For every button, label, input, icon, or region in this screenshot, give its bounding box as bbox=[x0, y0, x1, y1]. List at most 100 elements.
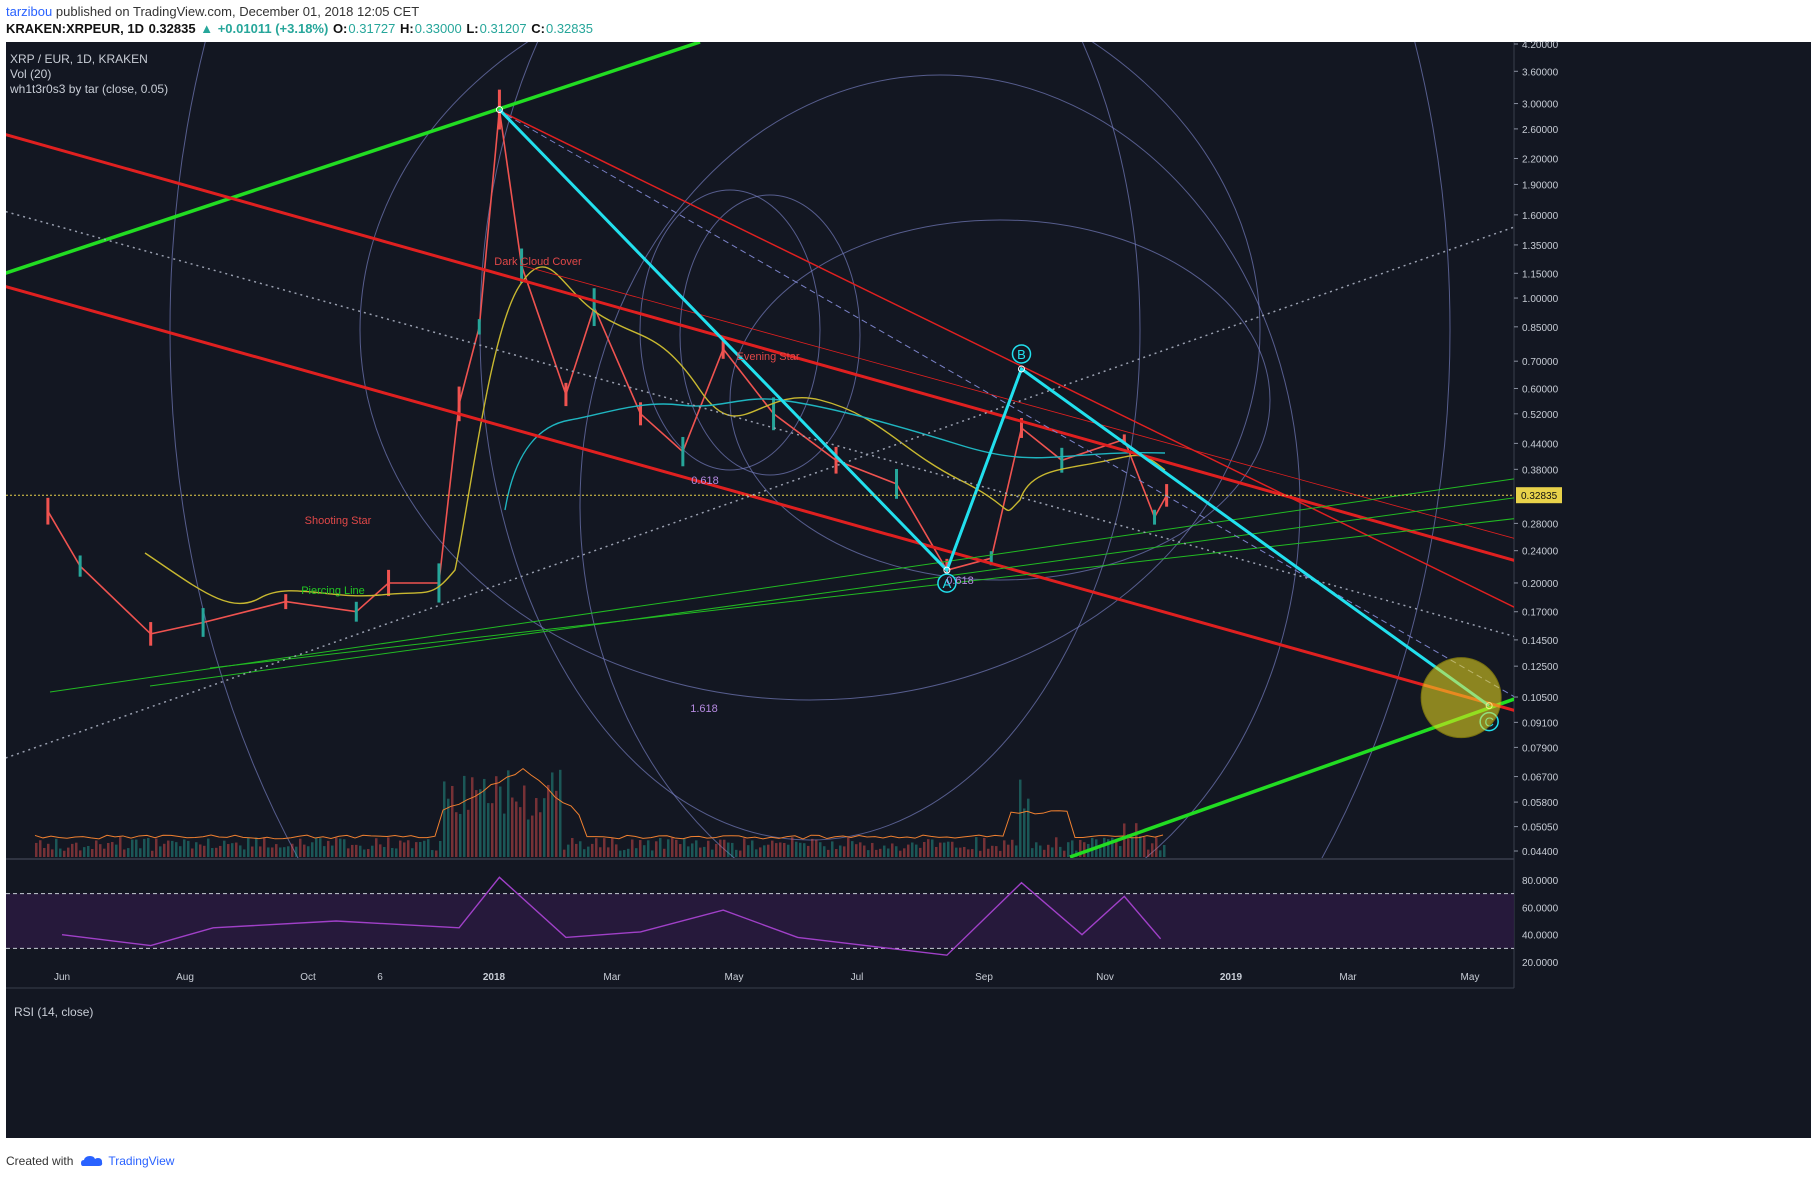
volume-bar bbox=[927, 839, 930, 857]
green-upper-trendline bbox=[6, 42, 701, 275]
volume-bar bbox=[407, 840, 410, 857]
price-axis-tick: 0.17000 bbox=[1522, 608, 1559, 619]
volume-bar bbox=[979, 850, 982, 857]
open-label: O: bbox=[332, 21, 348, 36]
teal-moving-average bbox=[504, 398, 1166, 511]
volume-bar bbox=[555, 790, 558, 857]
volume-bar bbox=[599, 847, 602, 857]
price-axis-tick: 2.20000 bbox=[1522, 154, 1559, 165]
volume-bar bbox=[827, 849, 830, 857]
volume-bar bbox=[39, 840, 42, 857]
volume-bar bbox=[311, 842, 314, 857]
volume-bar bbox=[887, 848, 890, 857]
volume-bar bbox=[179, 846, 182, 857]
volume-bar bbox=[947, 841, 950, 857]
volume-bar bbox=[367, 849, 370, 857]
volume-bar bbox=[687, 846, 690, 857]
volume-bar bbox=[507, 770, 510, 857]
volume-bar bbox=[63, 850, 66, 857]
volume-bar bbox=[1051, 847, 1054, 857]
fib-circle bbox=[639, 189, 821, 471]
volume-bar bbox=[1079, 839, 1082, 857]
volume-bar bbox=[711, 849, 714, 857]
price-axis-tick: 0.20000 bbox=[1522, 579, 1559, 590]
volume-bar bbox=[919, 847, 922, 857]
volume-bar bbox=[95, 840, 98, 857]
volume-bar bbox=[123, 849, 126, 857]
volume-bar bbox=[931, 839, 934, 857]
volume-bar bbox=[583, 849, 586, 857]
time-axis-tick: Jun bbox=[54, 972, 70, 983]
volume-bar bbox=[791, 837, 794, 857]
tradingview-link[interactable]: TradingView bbox=[81, 1154, 174, 1168]
volume-bar bbox=[431, 850, 434, 857]
volume-bar bbox=[399, 840, 402, 857]
volume-bar bbox=[491, 803, 494, 857]
volume-bar bbox=[395, 848, 398, 857]
legend-indicator: wh1t3r0s3 by tar (close, 0.05) bbox=[10, 82, 169, 96]
low-value: 0.31207 bbox=[479, 21, 527, 36]
volume-bar bbox=[1063, 850, 1066, 857]
volume-bar bbox=[503, 813, 506, 857]
volume-bar bbox=[415, 842, 418, 857]
volume-bar bbox=[839, 845, 842, 857]
volume-bar bbox=[411, 848, 414, 857]
yellow-moving-average bbox=[144, 266, 1166, 605]
volume-bar bbox=[171, 840, 174, 857]
volume-bar bbox=[647, 840, 650, 857]
volume-bar bbox=[771, 840, 774, 857]
red-trendline-thin bbox=[497, 109, 1514, 608]
volume-bar bbox=[151, 850, 154, 857]
volume-bar bbox=[967, 849, 970, 857]
volume-bar bbox=[731, 842, 734, 857]
price-axis-tick: 0.60000 bbox=[1522, 384, 1559, 395]
volume-bar bbox=[1047, 844, 1050, 857]
volume-bar bbox=[163, 843, 166, 857]
volume-bar bbox=[231, 843, 234, 857]
volume-bar bbox=[319, 838, 322, 857]
close-label: C: bbox=[531, 21, 545, 36]
volume-bar bbox=[251, 846, 254, 857]
volume-bar bbox=[99, 844, 102, 857]
volume-bar bbox=[1007, 844, 1010, 857]
volume-bar bbox=[1003, 840, 1006, 857]
volume-bar bbox=[391, 847, 394, 857]
volume-bar bbox=[1027, 798, 1030, 857]
volume-bar bbox=[663, 848, 666, 857]
price-axis-tick: 3.00000 bbox=[1522, 100, 1559, 111]
tradingview-cloud-icon bbox=[81, 1156, 103, 1166]
volume-bar bbox=[59, 848, 62, 857]
annotation-label: 0.618 bbox=[946, 575, 974, 587]
volume-bar bbox=[975, 837, 978, 857]
price-axis-tick: 1.60000 bbox=[1522, 211, 1559, 222]
dotted-trendline-falling bbox=[6, 210, 1514, 638]
volume-bar bbox=[563, 849, 566, 857]
volume-bar bbox=[1155, 837, 1158, 857]
volume-bar bbox=[883, 845, 886, 857]
price-axis-tick: 4.20000 bbox=[1522, 40, 1559, 51]
volume-bar bbox=[67, 847, 70, 857]
price-axis-tick: 0.04400 bbox=[1522, 847, 1559, 858]
publish-header: tarzibou published on TradingView.com, D… bbox=[6, 4, 419, 19]
volume-bar bbox=[899, 850, 902, 857]
volume-bar bbox=[683, 838, 686, 857]
volume-bar bbox=[1011, 839, 1014, 857]
red-channel-lower bbox=[6, 285, 1514, 712]
volume-bar bbox=[775, 843, 778, 857]
dotted-trendline-rising bbox=[6, 226, 1514, 759]
volume-bar bbox=[1059, 846, 1062, 857]
volume-bar bbox=[467, 809, 470, 857]
volume-bar bbox=[283, 847, 286, 857]
price-axis-tick: 0.38000 bbox=[1522, 465, 1559, 476]
volume-bar bbox=[655, 841, 658, 857]
volume-bar bbox=[823, 846, 826, 857]
volume-bar bbox=[855, 844, 858, 857]
volume-bar bbox=[659, 837, 662, 857]
volume-bar bbox=[315, 837, 318, 857]
annotation-label: Dark Cloud Cover bbox=[494, 256, 582, 268]
author-link[interactable]: tarzibou bbox=[6, 4, 53, 19]
volume-bar bbox=[607, 847, 610, 857]
price-axis-tick: 1.90000 bbox=[1522, 180, 1559, 191]
volume-bar bbox=[111, 842, 114, 857]
